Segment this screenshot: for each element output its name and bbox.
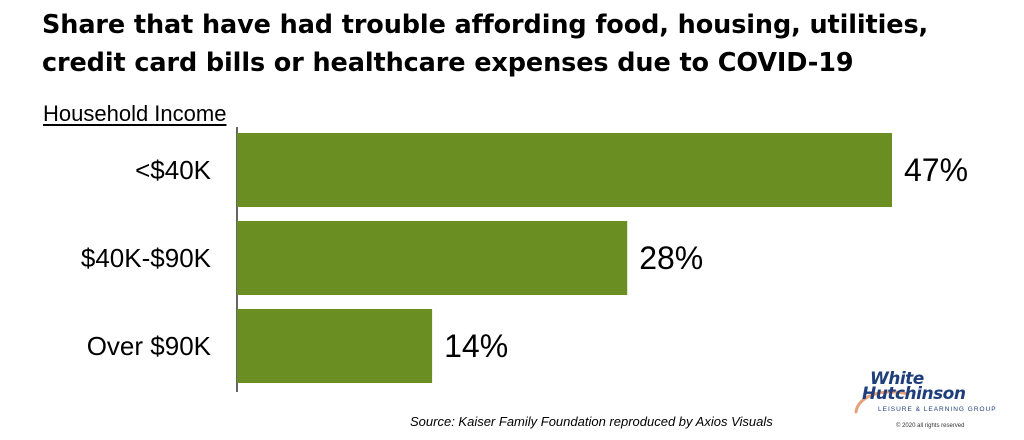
logo-word-white: White [870, 369, 924, 389]
chart-title-line-1: Share that have had trouble affording fo… [42, 10, 929, 40]
value-label-2: 14% [444, 328, 508, 364]
category-label-2: Over $90K [87, 331, 212, 361]
value-label-1: 28% [639, 240, 703, 276]
logo-copyright: © 2020 all rights reserved [896, 423, 965, 429]
white-hutchinson-logo: White Hutchinson LEISURE & LEARNING GROU… [848, 368, 996, 434]
chart-title-line-2: credit card bills or healthcare expenses… [42, 48, 854, 78]
y-axis-title: Household Income [43, 101, 227, 126]
source-note: Source: Kaiser Family Foundation reprodu… [410, 414, 773, 429]
chart-title: Share that have had trouble affording fo… [42, 6, 1002, 82]
category-label-1: $40K-$90K [81, 243, 212, 273]
bar-1 [237, 221, 628, 295]
logo-word-hutchinson: Hutchinson [862, 384, 966, 404]
bar-2 [237, 309, 433, 383]
logo-tagline: LEISURE & LEARNING GROUP [878, 406, 997, 413]
category-label-0: <$40K [135, 155, 212, 185]
bar-0 [237, 133, 892, 207]
value-label-0: 47% [904, 152, 968, 188]
logo-swoosh-icon [854, 390, 910, 414]
